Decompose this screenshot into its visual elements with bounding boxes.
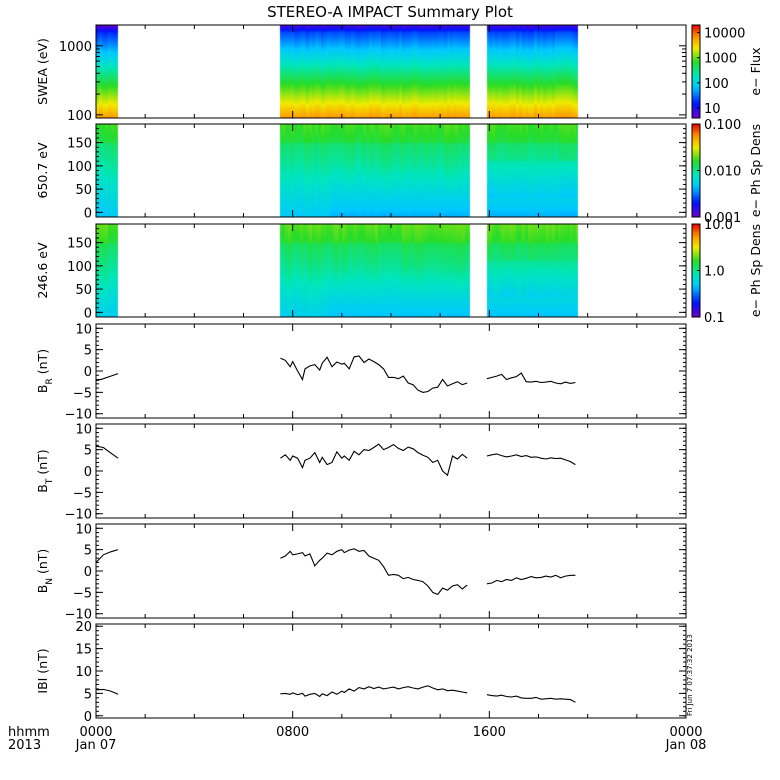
colorbar-label-pad650: e− Ph Sp Dens — [748, 124, 763, 217]
y-axis-label-swea: SWEA (eV) — [35, 38, 50, 105]
colorbar-tick-label-pad246: 0.1 — [704, 311, 725, 326]
colorbar-tick-label-pad650: 0.010 — [704, 165, 741, 180]
colorbar-tick-label-pad650: 0.001 — [704, 211, 741, 226]
y-tick-label-bt: 10 — [75, 422, 92, 437]
y-tick-label-pad246: 150 — [67, 237, 92, 252]
y-tick-label-bt: −10 — [65, 508, 92, 523]
panel-frame-bt — [95, 423, 687, 519]
series-line-bt-0 — [95, 445, 119, 459]
y-axis-label-pad246: 246.6 eV — [35, 242, 50, 298]
y-tick-label-bt: 0 — [84, 465, 92, 480]
x-tick-label-date: Jan 07 — [75, 738, 117, 753]
x-tick-label-time: 0000 — [79, 725, 112, 740]
y-axis-label-bn: BN (nT) — [35, 549, 55, 594]
y-tick-label-pad650: 50 — [75, 183, 92, 198]
y-tick-label-br: −5 — [73, 386, 92, 401]
x-tick-label-time: 0800 — [276, 725, 309, 740]
y-tick-label-bt: 5 — [84, 444, 92, 459]
x-axis-corner-year: 2013 — [8, 738, 41, 753]
y-tick-label-pad246: 100 — [67, 260, 92, 275]
x-tick-label-date: Jan 08 — [665, 738, 707, 753]
colorbar-label-swea: e− Flux — [748, 47, 763, 95]
y-tick-label-bn: 5 — [84, 544, 92, 559]
colorbar-tick-label-pad650: 0.100 — [704, 118, 741, 133]
y-tick-label-bmag: 5 — [84, 687, 92, 702]
y-axis-label-pad650: 650.7 eV — [35, 142, 50, 198]
y-tick-label-bmag: 0 — [84, 710, 92, 725]
colorbar-swea — [691, 24, 701, 119]
panel-frame-br — [95, 323, 687, 419]
y-tick-label-bmag: 20 — [75, 620, 92, 635]
series-line-br-2 — [486, 372, 576, 385]
y-tick-label-bn: −10 — [65, 608, 92, 623]
y-tick-label-pad650: 150 — [67, 137, 92, 152]
y-tick-label-bn: 0 — [84, 565, 92, 580]
series-line-br-0 — [95, 373, 119, 382]
series-line-bn-0 — [95, 549, 119, 563]
pad-246-spectrogram — [96, 224, 686, 317]
timestamp-stamp: Fri Jun 7 07:37:32 2013 — [686, 634, 694, 716]
series-line-bt-2 — [486, 453, 576, 466]
y-tick-label-swea: 1000 — [59, 40, 92, 55]
colorbar-tick-label-swea: 1000 — [704, 52, 737, 67]
y-axis-label-bmag: IBI (nT) — [35, 648, 50, 693]
series-line-br-1 — [280, 355, 468, 393]
y-tick-label-br: 10 — [75, 322, 92, 337]
x-tick-label-time: 0000 — [669, 725, 702, 740]
colorbar-label-pad246: e− Ph Sp Dens — [748, 224, 763, 317]
y-tick-label-bn: 10 — [75, 522, 92, 537]
pad-650-spectrogram — [96, 124, 686, 217]
colorbar-tick-label-swea: 10000 — [704, 27, 745, 42]
colorbar-tick-label-pad246: 10.0 — [704, 218, 733, 233]
series-line-bmag-0 — [95, 688, 119, 695]
y-tick-label-bmag: 10 — [75, 665, 92, 680]
y-tick-label-bmag: 15 — [75, 643, 92, 658]
series-line-bn-2 — [486, 574, 576, 585]
y-tick-label-br: 5 — [84, 344, 92, 359]
y-tick-label-swea: 100 — [67, 109, 92, 124]
y-tick-label-pad246: 0 — [84, 306, 92, 321]
y-tick-label-br: −10 — [65, 408, 92, 423]
series-line-bmag-2 — [486, 694, 576, 703]
y-tick-label-pad650: 0 — [84, 206, 92, 221]
plot-title: STEREO-A IMPACT Summary Plot — [267, 3, 513, 21]
series-line-bt-1 — [280, 443, 468, 477]
panel-frame-bn — [95, 523, 687, 619]
x-axis-corner-label: hhmm — [8, 725, 50, 740]
y-tick-label-pad246: 50 — [75, 283, 92, 298]
colorbar-tick-label-swea: 10 — [704, 102, 721, 117]
y-tick-label-pad650: 100 — [67, 160, 92, 175]
y-axis-label-br: BR (nT) — [35, 349, 55, 393]
y-axis-label-bt: BT (nT) — [35, 449, 55, 492]
series-line-bn-1 — [280, 548, 468, 596]
y-tick-label-bn: −5 — [73, 586, 92, 601]
series-line-bmag-1 — [280, 685, 468, 698]
y-tick-label-bt: −5 — [73, 486, 92, 501]
colorbar-tick-label-pad246: 1.0 — [704, 265, 725, 280]
x-tick-label-time: 1600 — [473, 725, 506, 740]
y-tick-label-br: 0 — [84, 365, 92, 380]
colorbar-tick-label-swea: 100 — [704, 77, 729, 92]
panel-frame-bmag — [95, 623, 687, 719]
swea-spectrogram — [96, 25, 686, 118]
